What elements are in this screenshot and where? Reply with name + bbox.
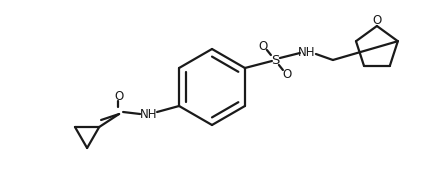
Text: O: O <box>258 40 268 52</box>
Text: NH: NH <box>298 46 315 59</box>
Text: S: S <box>271 54 279 66</box>
Text: O: O <box>114 89 124 103</box>
Text: O: O <box>282 68 292 80</box>
Text: NH: NH <box>140 108 158 121</box>
Text: O: O <box>372 15 382 27</box>
